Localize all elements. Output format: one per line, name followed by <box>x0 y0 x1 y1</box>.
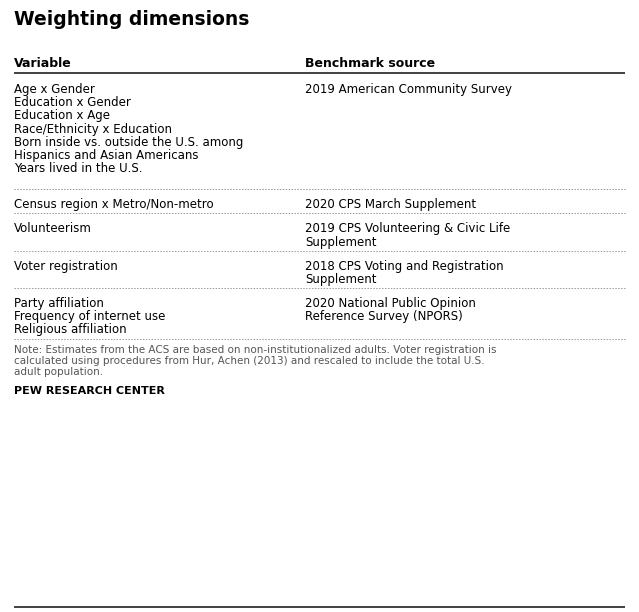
Text: 2019 American Community Survey: 2019 American Community Survey <box>305 83 512 96</box>
Text: Party affiliation: Party affiliation <box>14 297 104 310</box>
Text: Variable: Variable <box>14 57 72 70</box>
Text: 2020 National Public Opinion: 2020 National Public Opinion <box>305 297 476 310</box>
Text: Reference Survey (NPORS): Reference Survey (NPORS) <box>305 310 463 323</box>
Text: adult population.: adult population. <box>14 367 103 377</box>
Text: Note: Estimates from the ACS are based on non-institutionalized adults. Voter re: Note: Estimates from the ACS are based o… <box>14 345 497 354</box>
Text: Frequency of internet use: Frequency of internet use <box>14 310 166 323</box>
Text: Years lived in the U.S.: Years lived in the U.S. <box>14 162 142 175</box>
Text: PEW RESEARCH CENTER: PEW RESEARCH CENTER <box>14 386 165 397</box>
Text: Religious affiliation: Religious affiliation <box>14 324 127 337</box>
Text: Education x Gender: Education x Gender <box>14 96 131 109</box>
Text: Supplement: Supplement <box>305 273 377 286</box>
Text: Voter registration: Voter registration <box>14 259 118 273</box>
Text: Education x Age: Education x Age <box>14 110 110 122</box>
Text: Benchmark source: Benchmark source <box>305 57 436 70</box>
Text: calculated using procedures from Hur, Achen (2013) and rescaled to include the t: calculated using procedures from Hur, Ac… <box>14 356 485 366</box>
Text: Race/Ethnicity x Education: Race/Ethnicity x Education <box>14 122 172 135</box>
Text: 2020 CPS March Supplement: 2020 CPS March Supplement <box>305 198 477 211</box>
Text: Age x Gender: Age x Gender <box>14 83 95 96</box>
Text: 2018 CPS Voting and Registration: 2018 CPS Voting and Registration <box>305 259 504 273</box>
Text: Census region x Metro/Non-metro: Census region x Metro/Non-metro <box>14 198 213 211</box>
Text: Hispanics and Asian Americans: Hispanics and Asian Americans <box>14 149 199 162</box>
Text: 2019 CPS Volunteering & Civic Life: 2019 CPS Volunteering & Civic Life <box>305 222 511 236</box>
Text: Volunteerism: Volunteerism <box>14 222 92 236</box>
Text: Supplement: Supplement <box>305 236 377 248</box>
Text: Born inside vs. outside the U.S. among: Born inside vs. outside the U.S. among <box>14 136 243 149</box>
Text: Weighting dimensions: Weighting dimensions <box>14 10 249 29</box>
